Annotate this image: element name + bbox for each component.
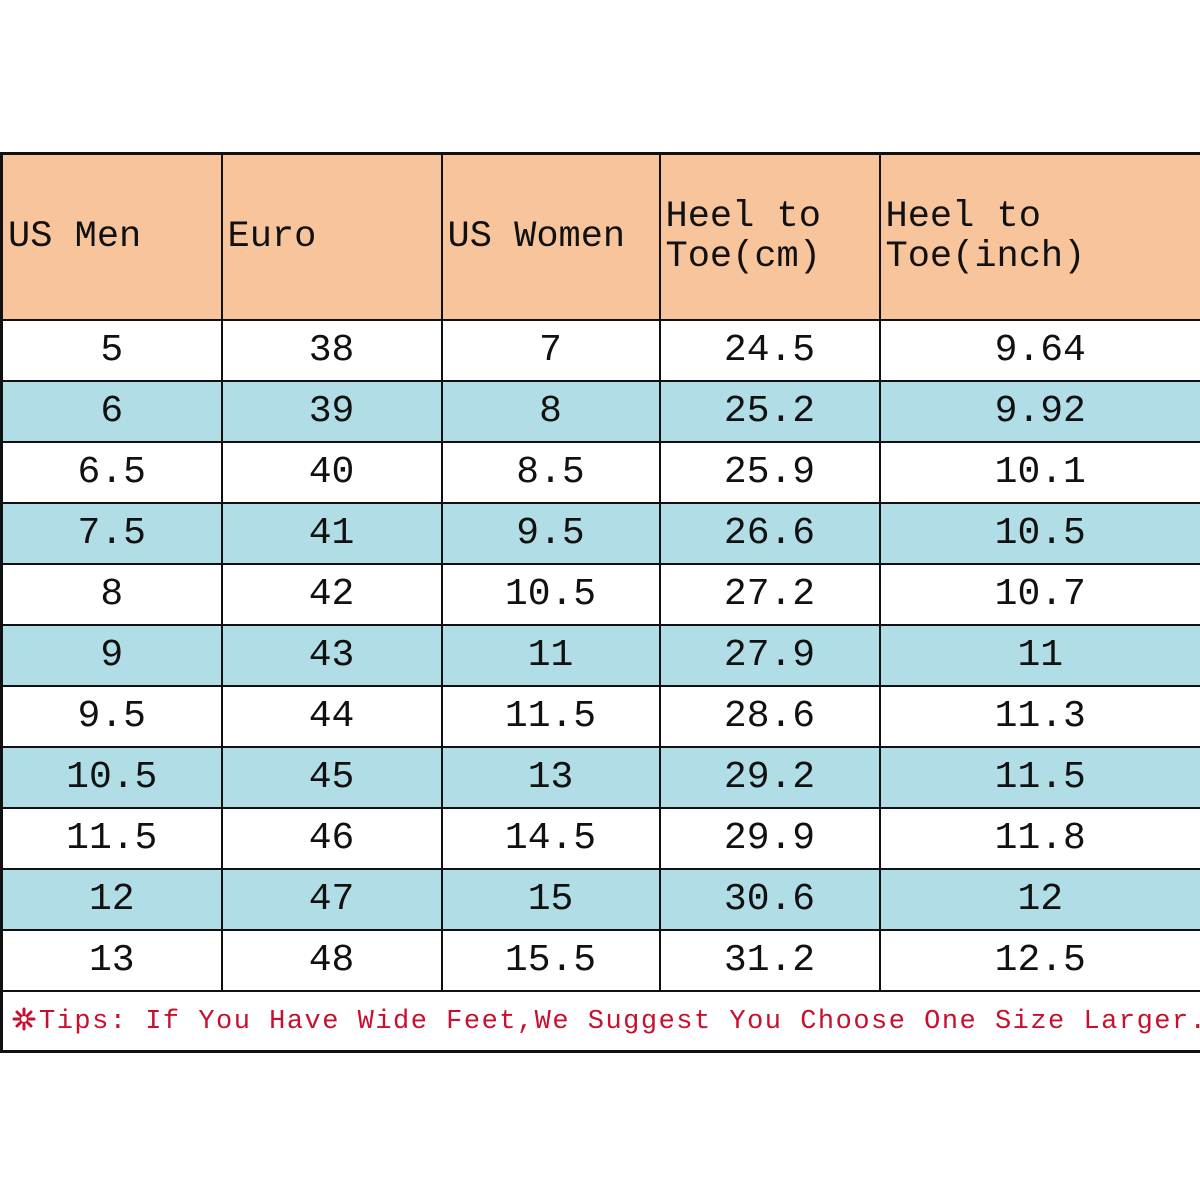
table-cell: 11.3	[878, 685, 1200, 748]
table-cell: 42	[220, 563, 443, 626]
tip-row: Tips: If You Have Wide Feet,We Suggest Y…	[0, 990, 1200, 1053]
table-cell: 28.6	[658, 685, 881, 748]
table-row: 12 47 15 30.6 12	[0, 868, 1200, 931]
header-cell: Euro	[220, 152, 443, 321]
header-text: US Women	[447, 216, 626, 258]
table-cell: 11.5	[440, 685, 661, 748]
header-text: Euro	[227, 216, 317, 258]
table-cell: 9	[0, 624, 223, 687]
table-cell: 11.5	[878, 746, 1200, 809]
table-cell: 9.5	[0, 685, 223, 748]
table-cell: 45	[220, 746, 443, 809]
table-cell: 13	[0, 929, 223, 992]
table-cell: 30.6	[658, 868, 881, 931]
table-cell: 47	[220, 868, 443, 931]
table-cell: 8.5	[440, 441, 661, 504]
table-cell: 11.8	[878, 807, 1200, 870]
table-cell: 10.7	[878, 563, 1200, 626]
table-cell: 11	[878, 624, 1200, 687]
table-row: 9.5 44 11.5 28.6 11.3	[0, 685, 1200, 748]
table-row: 13 48 15.5 31.2 12.5	[0, 929, 1200, 992]
header-row: US Men Euro US Women Heel to Toe(cm) Heel to…	[0, 152, 1200, 321]
header-cell: US Men	[0, 152, 223, 321]
table-body: 5 38 7 24.5 9.64 6 39 8 25.2 9.92 6.5 40 8.5 25.9 10.1…	[0, 319, 1200, 992]
header-text: Heel to Toe(inch)	[885, 196, 1086, 278]
header-cell: Heel to Toe(inch)	[878, 152, 1200, 321]
header-text: Heel to Toe(cm)	[665, 196, 821, 278]
table-cell: 12	[878, 868, 1200, 931]
table-cell: 25.9	[658, 441, 881, 504]
table-cell: 25.2	[658, 380, 881, 443]
table-cell: 41	[220, 502, 443, 565]
table-cell: 13	[440, 746, 661, 809]
table-cell: 10.5	[440, 563, 661, 626]
tip-text: Tips: If You Have Wide Feet,We Suggest Y…	[39, 1006, 1200, 1037]
table-cell: 27.2	[658, 563, 881, 626]
table-cell: 9.64	[878, 319, 1200, 382]
header-cell: Heel to Toe(cm)	[658, 152, 881, 321]
table-cell: 48	[220, 929, 443, 992]
table-cell: 10.5	[878, 502, 1200, 565]
table-cell: 38	[220, 319, 443, 382]
table-row: 5 38 7 24.5 9.64	[0, 319, 1200, 382]
table-cell: 12	[0, 868, 223, 931]
table-cell: 24.5	[658, 319, 881, 382]
table-cell: 12.5	[878, 929, 1200, 992]
table-cell: 6.5	[0, 441, 223, 504]
table-cell: 14.5	[440, 807, 661, 870]
table-row: 11.5 46 14.5 29.9 11.8	[0, 807, 1200, 870]
table-row: 8 42 10.5 27.2 10.7	[0, 563, 1200, 626]
tip-cell: Tips: If You Have Wide Feet,We Suggest Y…	[0, 990, 1200, 1053]
tip-icon	[12, 1007, 36, 1030]
table-cell: 27.9	[658, 624, 881, 687]
table-cell: 15	[440, 868, 661, 931]
header-text: US Men	[8, 216, 142, 258]
table-cell: 6	[0, 380, 223, 443]
table-cell: 29.2	[658, 746, 881, 809]
table-cell: 10.5	[0, 746, 223, 809]
header-cell: US Women	[440, 152, 661, 321]
table-cell: 9.5	[440, 502, 661, 565]
table-cell: 31.2	[658, 929, 881, 992]
table-cell: 7	[440, 319, 661, 382]
table-cell: 5	[0, 319, 223, 382]
table-cell: 46	[220, 807, 443, 870]
table-cell: 29.9	[658, 807, 881, 870]
table-cell: 44	[220, 685, 443, 748]
table-row: 6 39 8 25.2 9.92	[0, 380, 1200, 443]
table-row: 10.5 45 13 29.2 11.5	[0, 746, 1200, 809]
table-cell: 39	[220, 380, 443, 443]
table-cell: 43	[220, 624, 443, 687]
size-table: US Men Euro US Women Heel to Toe(cm) Heel to…	[0, 152, 1200, 1053]
table-row: 9 43 11 27.9 11	[0, 624, 1200, 687]
table-cell: 11	[440, 624, 661, 687]
size-chart: US Men Euro US Women Heel to Toe(cm) Heel to…	[0, 152, 1200, 1053]
table-cell: 40	[220, 441, 443, 504]
table-cell: 10.1	[878, 441, 1200, 504]
table-cell: 8	[440, 380, 661, 443]
table-cell: 7.5	[0, 502, 223, 565]
table-cell: 11.5	[0, 807, 223, 870]
table-cell: 15.5	[440, 929, 661, 992]
table-row: 7.5 41 9.5 26.6 10.5	[0, 502, 1200, 565]
table-row: 6.5 40 8.5 25.9 10.1	[0, 441, 1200, 504]
table-cell: 26.6	[658, 502, 881, 565]
table-cell: 8	[0, 563, 223, 626]
table-cell: 9.92	[878, 380, 1200, 443]
